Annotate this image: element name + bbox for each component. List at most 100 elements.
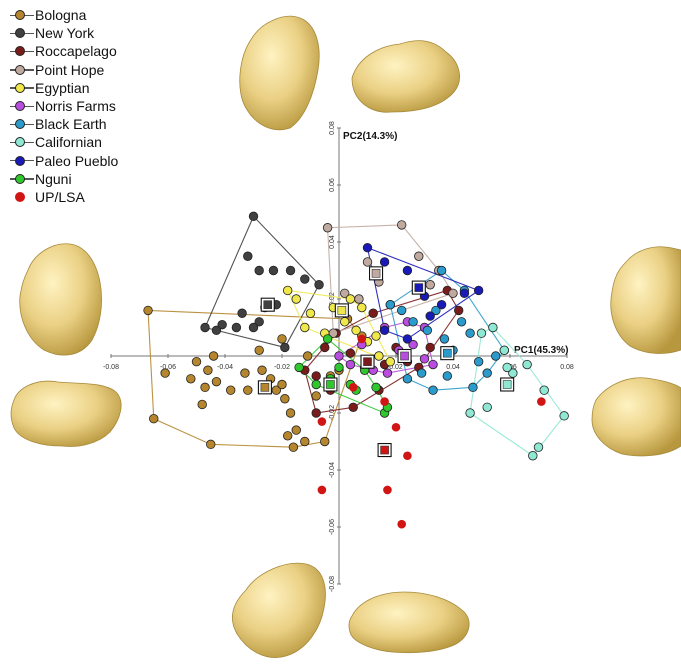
legend-item-bologna: Bologna xyxy=(8,6,118,24)
y-tick-label: 0.04 xyxy=(329,235,336,249)
legend-item-up-lsa: UP/LSA xyxy=(8,188,118,206)
point-new-york xyxy=(254,317,264,327)
point-bologna xyxy=(257,365,267,375)
point-point-hope xyxy=(322,223,333,233)
x-tick-label: 0.04 xyxy=(446,364,460,371)
legend-label: Point Hope xyxy=(35,61,105,78)
point-roccapelago xyxy=(320,342,330,353)
point-paleo-pueblo xyxy=(379,257,390,267)
bone-left-lower-image xyxy=(10,380,122,447)
legend: Bologna New York Roccapelago Point Hope Egyp… xyxy=(8,6,118,206)
point-nguni xyxy=(371,382,381,393)
point-new-york xyxy=(231,322,242,333)
point-point-hope xyxy=(362,257,373,267)
point-roccapelago xyxy=(345,348,356,358)
point-black-earth xyxy=(385,300,396,310)
x-tick-label: -0.04 xyxy=(217,364,233,371)
point-egyptian xyxy=(345,294,356,304)
point-bologna xyxy=(300,436,310,447)
point-paleo-pueblo xyxy=(379,325,390,336)
point-point-hope xyxy=(448,288,458,299)
y-tick-label: -0.02 xyxy=(329,405,336,421)
point-bologna xyxy=(208,351,219,361)
legend-label: New York xyxy=(35,25,95,42)
legend-label: Bologna xyxy=(35,7,87,24)
point-roccapelago xyxy=(348,402,358,413)
centroid-fill-californian xyxy=(502,380,512,389)
point-up-lsa xyxy=(348,383,358,392)
point-bologna xyxy=(283,431,293,441)
point-bologna xyxy=(302,351,313,361)
point-black-earth xyxy=(456,317,467,327)
centroid-fill-roccapelago xyxy=(363,357,372,367)
point-norris-farms xyxy=(382,368,393,378)
legend-label: Black Earth xyxy=(35,116,107,133)
hull-point-hope xyxy=(327,224,454,334)
centroid-fill-black-earth xyxy=(442,348,452,358)
data-points xyxy=(143,211,569,529)
point-point-hope xyxy=(414,251,424,261)
point-point-hope xyxy=(425,280,435,290)
y-tick-label: -0.04 xyxy=(329,462,336,478)
point-californian xyxy=(482,402,492,413)
point-norris-farms xyxy=(345,359,356,370)
point-bologna xyxy=(211,376,222,387)
point-black-earth xyxy=(442,371,453,381)
point-norris-farms xyxy=(334,351,344,361)
point-paleo-pueblo xyxy=(402,265,413,276)
point-egyptian xyxy=(283,285,293,296)
point-bologna xyxy=(206,439,216,450)
point-bologna xyxy=(288,442,299,452)
point-up-lsa xyxy=(383,485,392,495)
point-californian xyxy=(508,368,518,378)
point-paleo-pueblo xyxy=(459,288,470,299)
point-new-york xyxy=(248,211,259,222)
point-black-earth xyxy=(465,328,475,338)
point-californian xyxy=(528,451,538,461)
point-norris-farms xyxy=(408,339,418,350)
bone-left-upper-image xyxy=(19,243,102,356)
point-californian xyxy=(559,411,569,421)
legend-label: Paleo Pueblo xyxy=(35,152,119,169)
point-egyptian xyxy=(385,357,396,367)
legend-swatch-up-lsa xyxy=(8,190,34,204)
point-paleo-pueblo xyxy=(402,334,413,344)
point-californian xyxy=(476,328,487,338)
point-roccapelago xyxy=(454,305,464,316)
point-egyptian xyxy=(300,322,310,333)
point-up-lsa xyxy=(380,397,389,406)
point-new-york xyxy=(300,274,310,284)
centroid-fill-new-york xyxy=(263,300,273,310)
point-bologna xyxy=(277,334,287,344)
point-norris-farms xyxy=(419,354,430,364)
legend-item-paleo-pueblo: Paleo Pueblo xyxy=(8,152,118,170)
legend-item-black-earth: Black Earth xyxy=(8,115,118,133)
y-tick-label: 0.02 xyxy=(329,292,336,306)
legend-swatch-nguni xyxy=(8,172,34,186)
point-roccapelago xyxy=(368,308,378,318)
legend-label: Nguni xyxy=(35,170,72,187)
point-bologna xyxy=(197,399,207,410)
point-californian xyxy=(465,408,475,418)
point-egyptian xyxy=(357,302,367,313)
point-bologna xyxy=(191,357,202,367)
point-up-lsa xyxy=(357,334,367,344)
point-egyptian xyxy=(371,331,381,341)
point-new-york xyxy=(211,325,222,336)
legend-swatch-point-hope xyxy=(8,63,34,77)
point-black-earth xyxy=(439,334,450,344)
point-bologna xyxy=(277,379,287,390)
x-tick-label: 0.08 xyxy=(560,364,574,371)
centroid-fill-point-hope xyxy=(371,269,381,278)
point-egyptian xyxy=(351,325,361,336)
point-bologna xyxy=(203,365,213,375)
y-tick-label: 0.06 xyxy=(329,178,336,192)
legend-label: Norris Farms xyxy=(35,98,116,115)
point-bologna xyxy=(311,391,321,401)
legend-item-norris-farms: Norris Farms xyxy=(8,97,118,115)
point-up-lsa xyxy=(317,417,327,426)
point-black-earth xyxy=(402,374,413,384)
centroid-fill-nguni xyxy=(326,380,335,389)
centroid-fill-norris-farms xyxy=(400,351,409,361)
